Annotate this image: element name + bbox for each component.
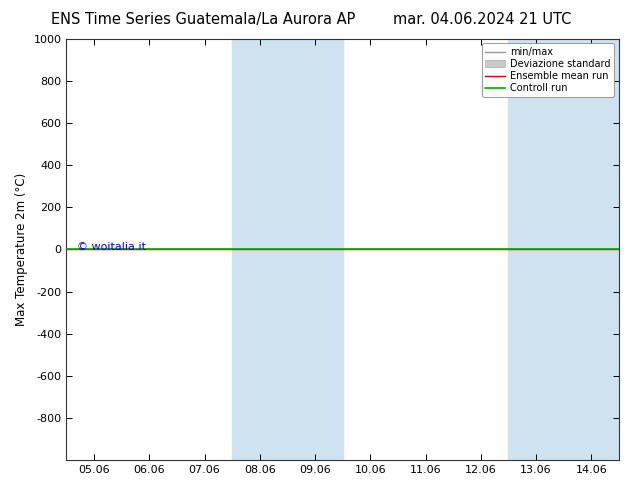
Bar: [232, 39, 343, 460]
Text: ENS Time Series Guatemala/La Aurora AP: ENS Time Series Guatemala/La Aurora AP: [51, 12, 355, 27]
Y-axis label: Max Temperature 2m (°C): Max Temperature 2m (°C): [15, 173, 28, 326]
Text: © woitalia.it: © woitalia.it: [77, 242, 146, 252]
Text: mar. 04.06.2024 21 UTC: mar. 04.06.2024 21 UTC: [392, 12, 571, 27]
Bar: [508, 39, 619, 460]
Legend: min/max, Deviazione standard, Ensemble mean run, Controll run: min/max, Deviazione standard, Ensemble m…: [482, 44, 614, 97]
